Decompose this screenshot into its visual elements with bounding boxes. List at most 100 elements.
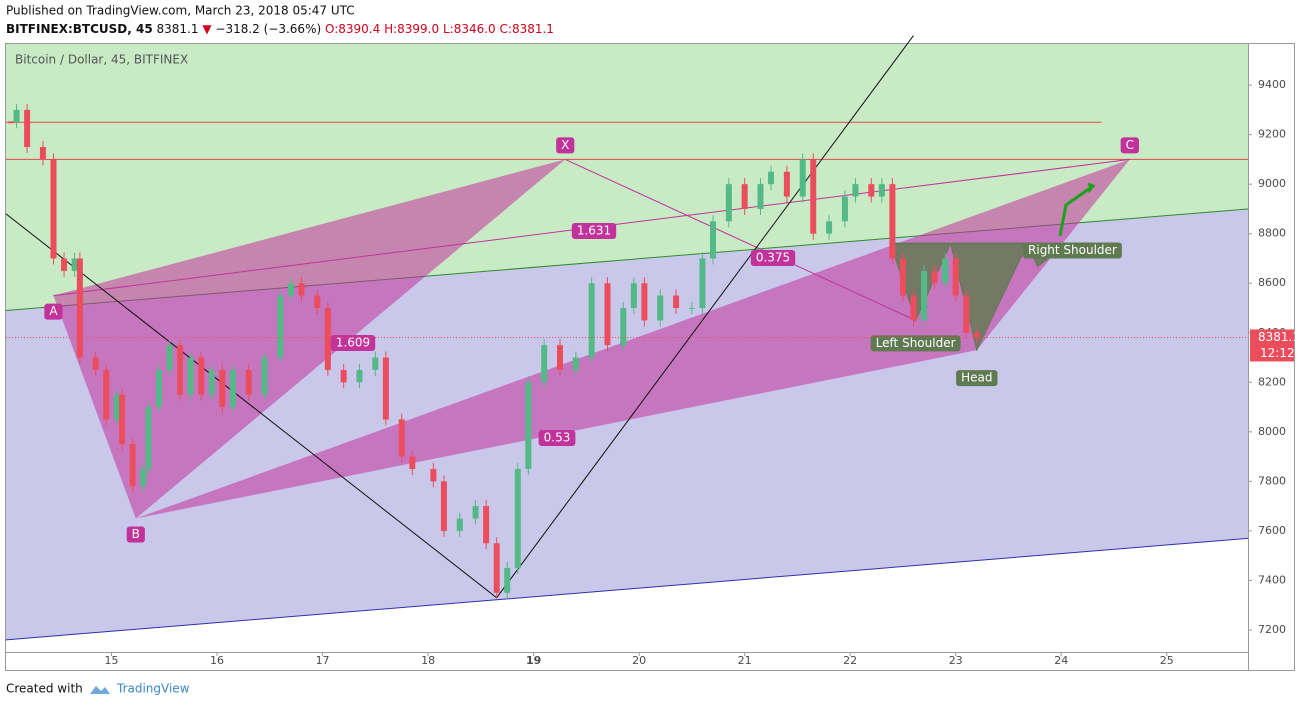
pattern-label-text: Head <box>961 371 992 385</box>
candle <box>208 369 215 395</box>
candle <box>910 295 917 321</box>
candle <box>699 258 706 309</box>
candle <box>440 481 447 531</box>
candle <box>50 159 57 259</box>
candle <box>973 332 980 338</box>
pattern-xb <box>565 158 916 321</box>
candle <box>24 109 31 148</box>
candle <box>119 394 126 445</box>
quote-line: BITFINEX:BTCUSD, 45 8381.1 ▼ −318.2 (−3.… <box>6 22 554 36</box>
last: 8381.1 <box>157 22 199 36</box>
candle <box>673 295 680 309</box>
candle <box>187 357 194 395</box>
candle <box>166 345 173 370</box>
high: H:8399.0 <box>384 22 439 36</box>
candle <box>841 196 848 222</box>
x-tick-label: 20 <box>632 654 646 667</box>
candle <box>430 468 437 482</box>
brand[interactable]: TradingView <box>116 682 190 696</box>
candle <box>757 184 764 209</box>
candle <box>963 295 970 333</box>
ratio-label-box <box>330 335 376 351</box>
symbol: BITFINEX:BTCUSD, 45 <box>6 22 153 36</box>
pattern-label-box <box>956 370 998 387</box>
countdown: 12:12 <box>1260 346 1295 360</box>
candle <box>657 295 664 321</box>
ratio-label-box <box>538 430 576 446</box>
logo <box>90 686 110 694</box>
close: C:8381.1 <box>500 22 554 36</box>
candle <box>382 357 389 420</box>
published: Published on TradingView.com, March 23, … <box>6 4 355 18</box>
ratio-label: 1.609 <box>330 335 376 351</box>
y-tick-label: 9400 <box>1258 78 1286 91</box>
pattern-point-text: A <box>49 304 58 318</box>
chart-title: Bitcoin / Dollar, 45, BITFINEX <box>15 53 188 67</box>
candle <box>177 345 184 395</box>
open: O:8390.4 <box>325 22 380 36</box>
ratio-label-box <box>750 250 796 266</box>
x-tick-label: 25 <box>1160 654 1174 667</box>
y-tick-label: 7400 <box>1258 573 1286 586</box>
ratio-label-box <box>571 223 617 239</box>
pattern-point: B <box>126 526 145 543</box>
y-tick-label: 8000 <box>1258 425 1286 438</box>
candle <box>324 308 331 370</box>
candle <box>219 369 226 408</box>
candle <box>277 295 284 358</box>
candle <box>287 283 294 296</box>
candle <box>76 258 83 358</box>
x-tick-label: 24 <box>1054 654 1068 667</box>
candle <box>198 357 205 395</box>
candle <box>140 468 147 487</box>
y-tick-label: 9000 <box>1258 177 1286 190</box>
y-tick-label: 7800 <box>1258 474 1286 487</box>
y-tick-label: 8800 <box>1258 227 1286 240</box>
ratio-label-text: 1.631 <box>577 224 611 238</box>
candle <box>356 369 363 383</box>
pattern-point: C <box>1120 137 1140 154</box>
candle <box>472 506 479 519</box>
candle <box>314 295 321 309</box>
pattern-label-text: Right Shoulder <box>1028 243 1117 257</box>
candle <box>145 407 152 469</box>
candle <box>39 147 46 160</box>
x-tick-label: 22 <box>843 654 857 667</box>
candle <box>504 568 511 593</box>
candle <box>741 184 748 209</box>
candle <box>725 184 732 222</box>
pattern-point-box <box>1120 137 1140 154</box>
ratio-label-text: 1.609 <box>336 336 370 350</box>
x-tick-label: 23 <box>949 654 963 667</box>
candle <box>921 270 928 321</box>
plot: X A B C 1.631 0.375 1.609 0.53 Left Shoulder Head… <box>5 35 1249 641</box>
channel-line <box>5 537 1249 641</box>
y-tick-label: 8600 <box>1258 276 1286 289</box>
y-tick-label: 9200 <box>1258 128 1286 141</box>
candle <box>13 109 20 123</box>
x-tick-label: 17 <box>316 654 330 667</box>
candle <box>493 543 500 593</box>
ratio-label: 1.631 <box>571 223 617 239</box>
low: L:8346.0 <box>443 22 496 36</box>
candle <box>604 283 611 346</box>
pattern-point-box <box>556 137 575 154</box>
candle <box>372 357 379 370</box>
candle <box>942 258 949 284</box>
ratio-label-text: 0.53 <box>544 431 571 445</box>
candle <box>572 357 579 370</box>
candle <box>398 419 405 457</box>
candle <box>899 258 906 296</box>
candle <box>261 357 268 395</box>
ratio-label: 0.53 <box>538 430 576 446</box>
pattern-label: Head <box>956 370 998 387</box>
candle <box>688 308 695 310</box>
candle <box>768 171 775 185</box>
candle <box>298 283 305 296</box>
last-price: 8381.1 <box>1258 330 1300 344</box>
candle <box>92 357 99 370</box>
candle <box>630 283 637 309</box>
candle <box>514 468 521 569</box>
candle <box>799 159 806 197</box>
candle <box>340 369 347 383</box>
